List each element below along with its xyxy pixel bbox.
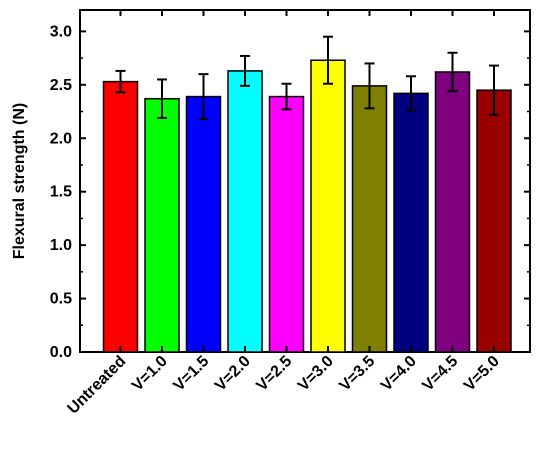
bar-v-5-0	[476, 89, 512, 353]
bar-v-2-0	[227, 70, 263, 353]
y-tick-label: 3.0	[50, 23, 72, 40]
bar-v-4-0	[393, 92, 429, 353]
y-tick-label: 0.5	[50, 291, 72, 308]
x-tick-label: Untreated	[64, 353, 129, 418]
bar-v-2-5	[268, 95, 305, 353]
bars-group	[102, 59, 512, 353]
bar-v-3-5	[351, 85, 388, 353]
y-axis-title: Flexural strength (N)	[11, 103, 28, 259]
y-tick-label: 1.0	[50, 237, 72, 254]
x-tick-label: V=5.0	[461, 353, 503, 395]
y-tick-label: 2.5	[50, 77, 72, 94]
y-tick-label: 2.0	[50, 130, 72, 147]
bar-v-3-0	[310, 59, 346, 353]
plot-frame	[79, 9, 531, 353]
error-bars-group	[115, 35, 499, 121]
x-tick-label: V=3.0	[295, 353, 337, 395]
x-tick-label: V=4.5	[419, 353, 461, 395]
y-tick-label: 1.5	[50, 184, 72, 201]
x-tick-label: V=4.0	[378, 353, 420, 395]
x-tick-label: V=3.5	[336, 353, 378, 395]
x-tick-label: V=2.0	[212, 353, 254, 395]
bar-v-1-5	[185, 95, 222, 353]
bar-v-4-5	[434, 71, 471, 353]
y-tick-label: 0.0	[50, 344, 72, 361]
x-tick-label: V=2.5	[253, 353, 295, 395]
bar-untreated	[102, 80, 139, 353]
x-tick-label: V=1.0	[129, 353, 171, 395]
x-tick-label: V=1.5	[170, 353, 212, 395]
y-axis: 0.0 0.5 1.0 1.5 2.0 2.5 3.0	[50, 23, 530, 361]
bar-v-1-0	[144, 97, 180, 353]
